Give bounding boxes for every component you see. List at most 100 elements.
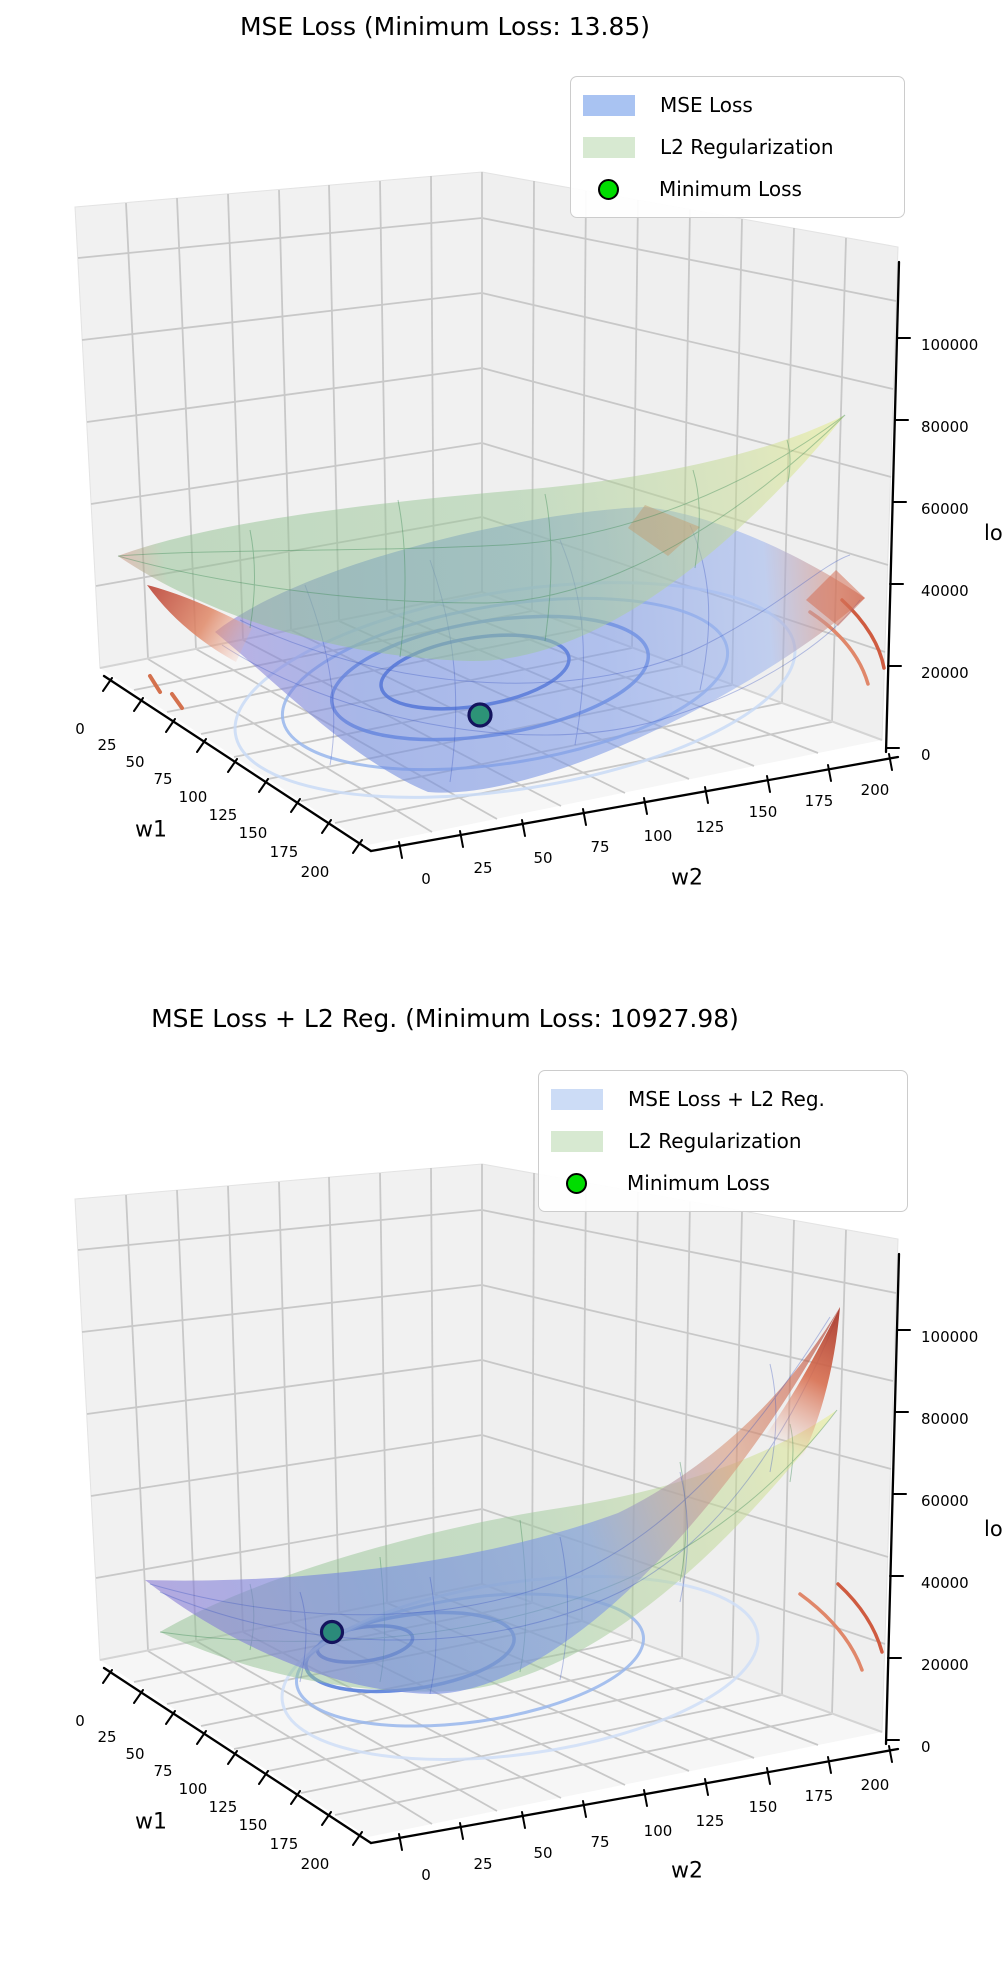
- legend-item: MSE Loss + L2 Reg.: [551, 1078, 891, 1120]
- z-tick-label: 20000: [921, 664, 969, 682]
- w1-tick-label: 100: [178, 788, 208, 806]
- legend-label: Minimum Loss: [659, 177, 802, 201]
- w1-tick-label: 75: [153, 1762, 173, 1780]
- w1-axis-spine: [102, 1666, 373, 1845]
- z-axis-label: lo: [984, 1517, 1003, 1541]
- 3d-axes-mse: [74, 171, 911, 859]
- legend-item: L2 Regularization: [583, 126, 888, 168]
- combined-surface-red-peak: [762, 1307, 840, 1462]
- legend-label: MSE Loss: [660, 93, 753, 117]
- w1-tick-label: 175: [269, 1835, 299, 1853]
- mse-right-red-peak: [806, 570, 865, 626]
- w1-tick-label: 0: [75, 720, 85, 738]
- w1-tick-label: 25: [97, 736, 117, 754]
- plot-mse-plus-l2: MSE Loss + L2 Reg. (Minimum Loss: 10927.…: [0, 992, 1003, 1981]
- w1-tick-label: 200: [300, 863, 330, 881]
- legend-label: L2 Regularization: [628, 1129, 802, 1153]
- plot-title: MSE Loss (Minimum Loss: 13.85): [239, 12, 651, 41]
- z-axis-spine: [884, 260, 901, 754]
- w1-axis-label: w1: [135, 817, 167, 843]
- legend-label: MSE Loss + L2 Reg.: [628, 1087, 825, 1111]
- w1-tick-label: 75: [153, 770, 173, 788]
- w2-axis-label: w2: [671, 1858, 703, 1884]
- w2-tick-label: 0: [421, 1866, 431, 1884]
- z-tick-label: 0: [921, 746, 931, 764]
- z-tick-label: 60000: [921, 500, 969, 518]
- w2-tick-label: 125: [695, 818, 725, 836]
- w2-tick-label: 150: [748, 1798, 778, 1816]
- w1-axis-label: w1: [135, 1809, 167, 1835]
- plot-title: MSE Loss + L2 Reg. (Minimum Loss: 10927.…: [151, 1004, 739, 1033]
- w1-tick-label: 125: [208, 1798, 238, 1816]
- w2-tick-label: 175: [804, 1787, 834, 1805]
- w2-axis-spine: [369, 1747, 900, 1845]
- w2-tick-label: 50: [533, 1844, 553, 1862]
- plot-mse-loss: MSE Loss (Minimum Loss: 13.85) MSE Loss …: [0, 0, 1003, 989]
- w2-tick-label: 200: [860, 781, 890, 799]
- w1-tick-label: 200: [300, 1855, 330, 1873]
- l2-regularization-swatch: [551, 1130, 603, 1152]
- legend-label: Minimum Loss: [627, 1171, 770, 1195]
- w2-tick-label: 75: [590, 1833, 610, 1851]
- mse-loss-swatch: [583, 94, 635, 116]
- axis-spines: [102, 260, 911, 859]
- w1-tick-label: 0: [75, 1712, 85, 1730]
- z-tick-label: 60000: [921, 1492, 969, 1510]
- legend-label: L2 Regularization: [660, 135, 834, 159]
- w2-tick-label: 100: [643, 1822, 673, 1840]
- w2-tick-label: 150: [748, 803, 778, 821]
- w2-tick-label: 200: [860, 1776, 890, 1794]
- legend: MSE Loss L2 Regularization Minimum Loss: [570, 76, 905, 218]
- l2-surface-mesh: [117, 414, 846, 658]
- legend-item: L2 Regularization: [551, 1120, 891, 1162]
- combined-loss-surface: [145, 1307, 840, 1695]
- z-tick-label: 40000: [921, 582, 969, 600]
- axis-spines: [102, 1252, 911, 1851]
- w2-tick-label: 25: [473, 859, 493, 877]
- w1-tick-label: 50: [125, 1745, 145, 1763]
- w2-tick-label: 125: [695, 1812, 725, 1830]
- legend-item: MSE Loss: [583, 84, 888, 126]
- minimum-loss-marker-icon: [598, 178, 619, 200]
- w2-tick-label: 100: [643, 827, 673, 845]
- tick-marks: [102, 337, 911, 859]
- w1-axis-spine: [102, 674, 373, 853]
- l2-regularization-swatch: [583, 136, 635, 158]
- w1-tick-label: 50: [125, 753, 145, 771]
- z-axis-spine: [884, 1252, 901, 1746]
- z-tick-label: 20000: [921, 1656, 969, 1674]
- z-tick-label: 100000: [921, 1328, 979, 1346]
- z-tick-label: 40000: [921, 1574, 969, 1592]
- w1-tick-label: 150: [238, 824, 268, 842]
- w2-tick-label: 75: [590, 838, 610, 856]
- w2-tick-label: 175: [804, 792, 834, 810]
- w1-tick-label: 175: [269, 843, 299, 861]
- 3d-axes-mse-l2: [74, 1163, 911, 1851]
- mse-plus-l2-swatch: [551, 1088, 603, 1110]
- legend-item: Minimum Loss: [551, 1162, 891, 1204]
- w2-axis-spine: [369, 755, 900, 853]
- minimum-loss-marker: [319, 1619, 345, 1645]
- w2-tick-label: 50: [533, 849, 553, 867]
- minimum-loss-marker-icon: [566, 1172, 587, 1194]
- axes-panes: [74, 1163, 899, 1837]
- w1-tick-label: 125: [208, 806, 238, 824]
- z-tick-label: 80000: [921, 418, 969, 436]
- w2-tick-label: 25: [473, 1855, 493, 1873]
- w1-tick-label: 150: [238, 1816, 268, 1834]
- legend-item: Minimum Loss: [583, 168, 888, 210]
- z-tick-label: 100000: [921, 336, 979, 354]
- minimum-loss-marker: [467, 702, 493, 728]
- w2-axis-label: w2: [671, 865, 703, 891]
- w1-tick-label: 25: [97, 1728, 117, 1746]
- z-tick-label: 80000: [921, 1410, 969, 1428]
- tick-marks: [102, 1329, 911, 1851]
- z-axis-label: lo: [984, 521, 1003, 545]
- legend: MSE Loss + L2 Reg. L2 Regularization Min…: [538, 1070, 908, 1212]
- w1-tick-label: 100: [178, 1780, 208, 1798]
- mse-left-red-peak: [147, 585, 252, 662]
- l2-surface: [117, 414, 846, 662]
- w2-tick-label: 0: [421, 870, 431, 888]
- z-tick-label: 0: [921, 1738, 931, 1756]
